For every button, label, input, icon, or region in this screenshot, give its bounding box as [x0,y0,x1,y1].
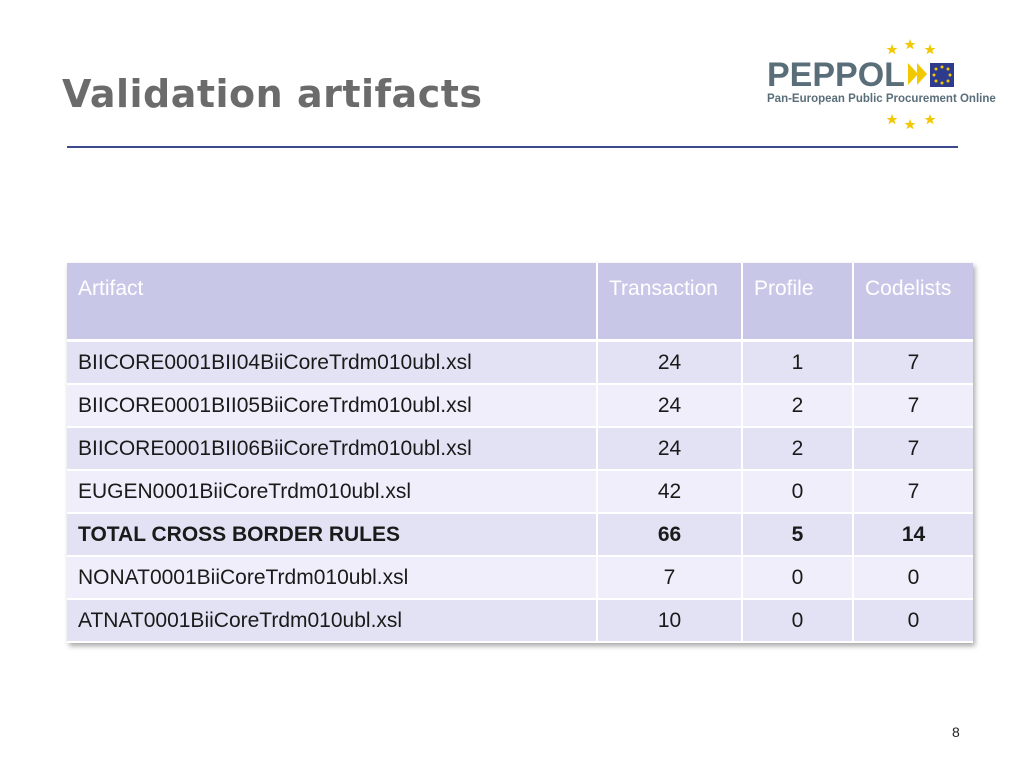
peppol-logo: PEPPOL Pan-European Public Procurement O… [764,36,996,131]
profile-cell: 0 [742,470,854,514]
table-row: BIICORE0001BII06BiiCoreTrdm010ubl.xsl 24… [67,427,973,471]
artifact-cell: EUGEN0001BiiCoreTrdm010ubl.xsl [67,470,598,514]
transaction-cell: 10 [597,599,743,643]
page-number: 8 [952,724,960,740]
slide-title: Validation artifacts [62,72,483,116]
profile-cell: 0 [742,556,854,600]
profile-cell: 1 [742,340,854,385]
codelists-cell: 7 [853,340,973,385]
codelists-cell: 7 [853,384,973,428]
profile-cell: 2 [742,384,854,428]
artifact-cell: BIICORE0001BII05BiiCoreTrdm010ubl.xsl [67,384,598,428]
logo-wordmark: PEPPOL [767,56,905,94]
title-divider [67,146,958,148]
codelists-cell: 0 [853,556,973,600]
artifact-cell: BIICORE0001BII04BiiCoreTrdm010ubl.xsl [67,340,598,385]
transaction-cell: 24 [597,384,743,428]
codelists-cell: 7 [853,427,973,471]
header-codelists: Codelists [853,263,973,342]
transaction-cell: 66 [597,513,743,557]
artifact-cell: NONAT0001BiiCoreTrdm010ubl.xsl [67,556,598,600]
header-transaction: Transaction [597,263,743,342]
table-row: BIICORE0001BII04BiiCoreTrdm010ubl.xsl 24… [67,340,973,385]
artifacts-table-container: Artifact Transaction Profile Codelists B… [67,263,973,643]
table-row: NONAT0001BiiCoreTrdm010ubl.xsl 7 0 0 [67,556,973,600]
codelists-cell: 7 [853,470,973,514]
table-header-row: Artifact Transaction Profile Codelists [67,263,973,342]
eu-stars-flag-icon [886,39,954,130]
table-row: BIICORE0001BII05BiiCoreTrdm010ubl.xsl 24… [67,384,973,428]
table-row: EUGEN0001BiiCoreTrdm010ubl.xsl 42 0 7 [67,470,973,514]
artifact-cell: BIICORE0001BII06BiiCoreTrdm010ubl.xsl [67,427,598,471]
header-artifact: Artifact [67,263,598,342]
table-row-total: TOTAL CROSS BORDER RULES 66 5 14 [67,513,973,557]
codelists-cell: 14 [853,513,973,557]
transaction-cell: 42 [597,470,743,514]
transaction-cell: 7 [597,556,743,600]
transaction-cell: 24 [597,427,743,471]
header-profile: Profile [742,263,854,342]
logo-subtitle: Pan-European Public Procurement Online [767,93,996,105]
artifacts-table: Artifact Transaction Profile Codelists B… [67,263,973,643]
artifact-cell: ATNAT0001BiiCoreTrdm010ubl.xsl [67,599,598,643]
transaction-cell: 24 [597,340,743,385]
artifact-cell: TOTAL CROSS BORDER RULES [67,513,598,557]
profile-cell: 5 [742,513,854,557]
codelists-cell: 0 [853,599,973,643]
table-row: ATNAT0001BiiCoreTrdm010ubl.xsl 10 0 0 [67,599,973,643]
profile-cell: 0 [742,599,854,643]
profile-cell: 2 [742,427,854,471]
